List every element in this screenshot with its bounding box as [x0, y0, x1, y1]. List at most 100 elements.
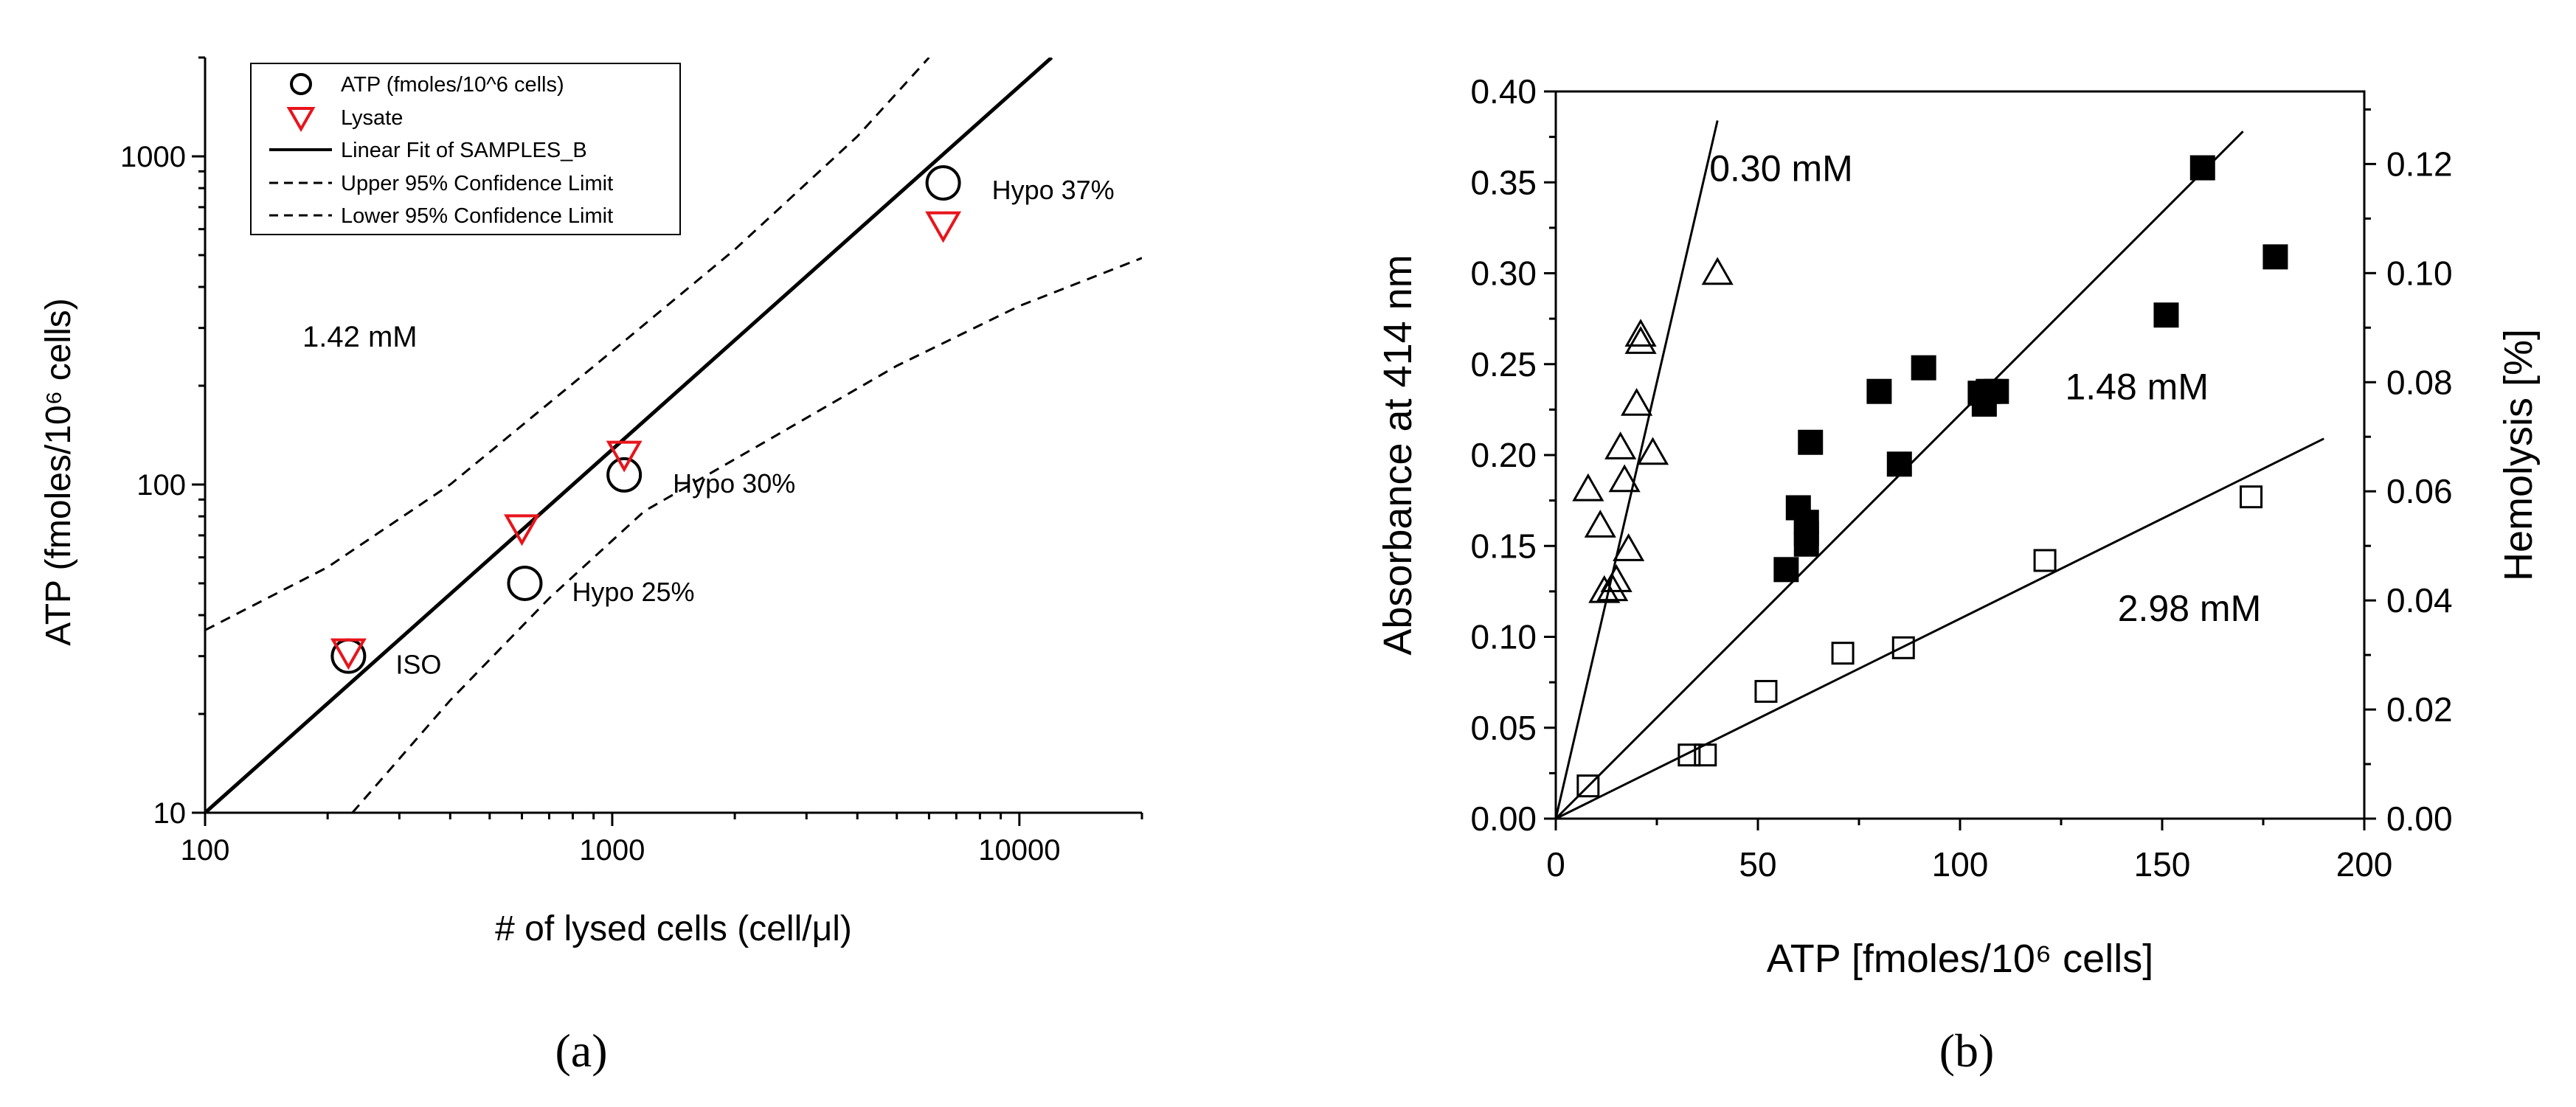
lysate-point	[925, 211, 962, 243]
y-tick-label: 0.15	[1470, 527, 1537, 565]
data-point	[1636, 437, 1669, 465]
y-axis-label: ATP (fmoles/10⁶ cells)	[39, 298, 78, 645]
legend-entry: Linear Fit of SAMPLES_B	[341, 139, 587, 162]
x-tick-label: 50	[1739, 845, 1776, 884]
y-tick-label: 0.35	[1470, 163, 1537, 201]
y-tick-label: 0.40	[1470, 72, 1537, 111]
y-axis-label: Absorbance at 414 nm	[1376, 254, 1420, 655]
data-point	[1576, 774, 1600, 798]
data-point	[1624, 326, 1657, 354]
data-point	[1754, 679, 1778, 703]
data-point	[1911, 355, 1936, 381]
x-tick-label: 100	[181, 834, 230, 867]
linear-fit-line	[205, 58, 1053, 813]
y-tick-label: 0.25	[1470, 345, 1537, 384]
data-point	[2189, 155, 2215, 181]
data-point	[1613, 533, 1645, 561]
x-axis-label: ATP [fmoles/10⁶ cells]	[1767, 937, 2153, 981]
lysate-point	[606, 440, 643, 473]
data-point	[1621, 387, 1653, 416]
series-298mm	[1555, 437, 2324, 820]
lysate-point	[330, 638, 367, 670]
x-tick-label: 150	[2134, 845, 2191, 884]
y2-tick-label: 0.00	[2386, 799, 2453, 838]
data-point	[1584, 510, 1616, 538]
data-point	[2240, 485, 2263, 509]
x-axis-label: # of lysed cells (cell/μl)	[495, 909, 852, 948]
data-point	[1677, 743, 1701, 767]
data-point	[1701, 257, 1734, 285]
concentration-annotation: 1.42 mM	[302, 321, 418, 353]
data-point	[1600, 564, 1632, 592]
point-annotation: Hypo 37%	[992, 175, 1115, 205]
x-tick-label: 200	[2336, 845, 2393, 884]
y-tick-label: 0.00	[1470, 799, 1537, 838]
x-tick-label: 1000	[579, 834, 645, 867]
upper-confidence-line	[205, 58, 930, 631]
data-point	[1793, 531, 1819, 557]
y-tick-label: 0.20	[1470, 436, 1537, 474]
data-point	[1831, 642, 1855, 665]
data-point	[2262, 244, 2288, 270]
data-point	[1588, 575, 1621, 603]
atp-point	[925, 164, 961, 201]
legend: ATP (fmoles/10^6 cells) Lysate Linear Fit …	[250, 63, 681, 235]
lysate-point	[504, 514, 540, 546]
y2-tick-label: 0.08	[2386, 363, 2453, 401]
legend-entry: ATP (fmoles/10^6 cells)	[341, 73, 564, 97]
data-point	[1891, 636, 1915, 659]
x-tick-label: 100	[1932, 845, 1989, 884]
y-tick-label: 10	[153, 797, 187, 830]
data-point	[2153, 302, 2179, 328]
panel-label-a: (a)	[555, 1024, 607, 1077]
series-030mm	[1554, 120, 1734, 819]
legend-triangle-symbol	[286, 107, 316, 133]
y-tick-label: 0.30	[1470, 254, 1537, 293]
legend-entry: Lower 95% Confidence Limit	[341, 204, 613, 228]
series-label: 1.48 mM	[2065, 366, 2209, 407]
data-point	[1694, 743, 1717, 767]
data-point	[1604, 431, 1637, 459]
series-label: 2.98 mM	[2118, 588, 2262, 629]
point-annotation: Hypo 30%	[673, 468, 795, 499]
panel-a: 100 1000 10000 10 100 1000 # of lysed cells (c…	[39, 56, 1143, 1077]
x-tick-label: 10000	[978, 834, 1060, 867]
point-annotation: ISO	[395, 650, 441, 680]
data-point	[1608, 464, 1641, 493]
y2-tick-label: 0.04	[2386, 581, 2453, 620]
data-point	[2033, 549, 2057, 572]
data-point	[1572, 473, 1604, 502]
data-point	[1984, 378, 2009, 404]
y2-tick-label: 0.10	[2386, 254, 2453, 292]
legend-entry: Upper 95% Confidence Limit	[341, 172, 613, 195]
y2-axis-label: Hemolysis [%]	[2496, 329, 2541, 581]
y2-tick-label: 0.12	[2386, 145, 2453, 183]
data-point	[1773, 557, 1799, 583]
point-annotation: Hypo 25%	[572, 577, 694, 607]
atp-point	[507, 565, 543, 601]
panel-label-b: (b)	[1939, 1024, 1995, 1077]
y-tick-label: 100	[136, 469, 186, 502]
series-lysate	[330, 211, 962, 670]
plot-frame	[1554, 90, 2366, 820]
y-tick-label: 1000	[120, 141, 186, 173]
y-tick-label: 0.10	[1470, 618, 1537, 656]
data-point	[1866, 378, 1892, 404]
panel-b: 0 50 100 150 200 0.00 0.05 0.10 0.15 0.20 0.25 0.30…	[1376, 72, 2541, 1077]
data-point	[1798, 429, 1824, 455]
y2-tick-label: 0.02	[2386, 690, 2453, 729]
series-label: 0.30 mM	[1709, 148, 1853, 190]
fit-line	[1555, 437, 2324, 820]
data-point	[1886, 451, 1912, 477]
lower-confidence-line	[351, 257, 1142, 813]
legend-circle-symbol	[290, 73, 312, 95]
y2-tick-label: 0.06	[2386, 472, 2453, 510]
data-point	[1624, 319, 1657, 347]
panel-a-lines	[205, 58, 1142, 813]
fit-line	[1554, 120, 1719, 819]
x-tick-label: 0	[1546, 845, 1565, 884]
series-148mm	[1554, 131, 2288, 820]
atp-point	[606, 457, 643, 493]
legend-entry: Lysate	[341, 106, 403, 130]
